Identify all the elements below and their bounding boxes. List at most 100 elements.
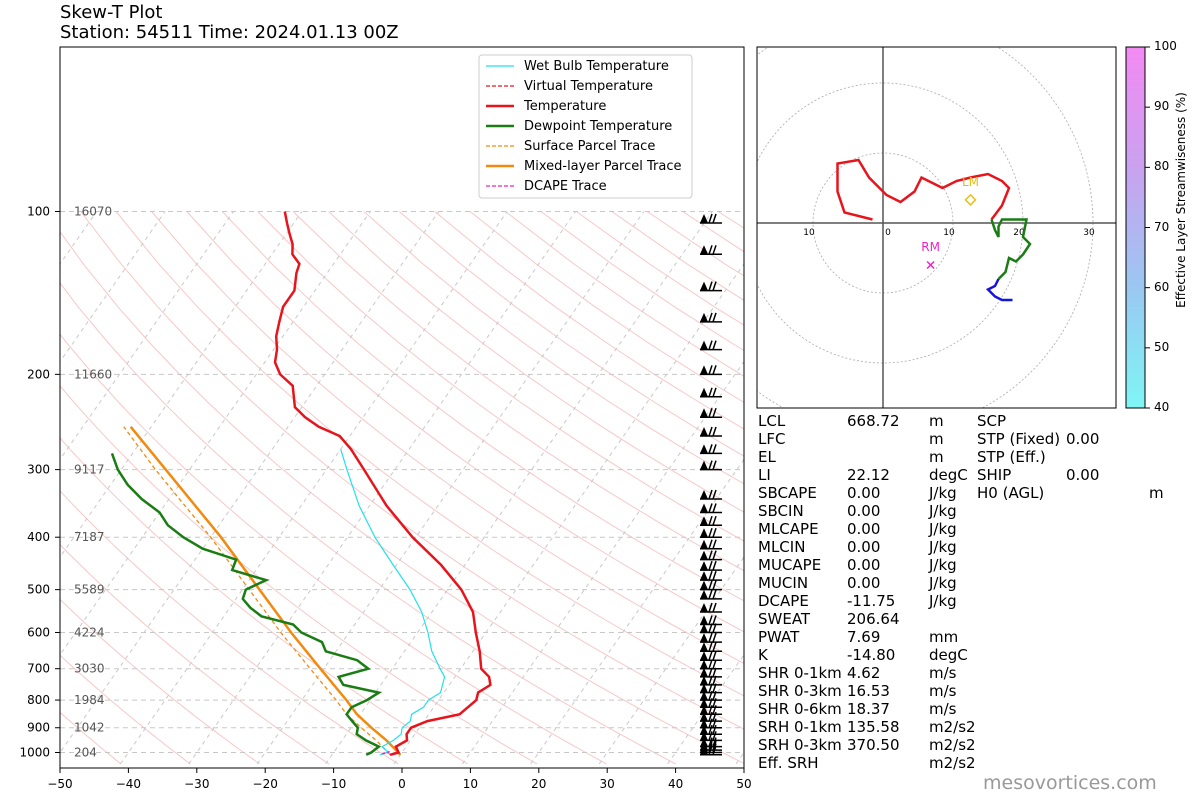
dry-adiabat — [60, 230, 744, 764]
x-tick-label: 30 — [600, 777, 615, 791]
param-name: SHR 0-6km — [758, 700, 842, 718]
isotherm — [598, 556, 744, 765]
param-value: 0.00 — [1066, 430, 1100, 448]
param-unit: degC — [929, 466, 968, 484]
param-value: 0.00 — [847, 538, 881, 556]
isotherm — [60, 211, 234, 461]
dewpoint-line — [110, 452, 383, 756]
param-unit: m — [929, 448, 944, 466]
skew-t-series — [110, 211, 492, 757]
wind-barb — [700, 312, 722, 323]
param-value: 22.12 — [847, 466, 890, 484]
rm-label: RM — [921, 240, 940, 254]
param-value: 0.00 — [847, 574, 881, 592]
wind-barb — [700, 426, 722, 437]
param-name: MUCAPE — [758, 556, 822, 574]
y-tick-label: 800 — [27, 693, 50, 707]
wind-barb — [700, 615, 722, 626]
colorbar-title: Effective Layer Streamwiseness (%) — [1174, 92, 1188, 308]
param-name: MUCIN — [758, 574, 809, 592]
isotherm — [256, 211, 645, 765]
dry-adiabat — [60, 437, 468, 765]
dry-adiabat — [60, 654, 191, 765]
param-unit: J/kg — [929, 556, 957, 574]
param-value: 668.72 — [847, 412, 900, 430]
wind-barb — [700, 698, 722, 709]
colorbar-tick-label: 70 — [1154, 219, 1170, 234]
isotherm — [60, 211, 371, 656]
temperature-line — [273, 211, 492, 757]
chart-subtitle: Station: 54511 Time: 2024.01.13 00Z — [60, 22, 399, 43]
y-tick-label: 700 — [27, 662, 50, 676]
x-tick-label: 40 — [668, 777, 683, 791]
wind-barb — [700, 642, 722, 653]
height-label: 9117 — [74, 463, 105, 477]
x-tick-label: −50 — [47, 777, 72, 791]
param-unit: m2/s2 — [929, 754, 976, 772]
y-tick-label: 400 — [27, 530, 50, 544]
dry-adiabat — [257, 211, 744, 572]
param-unit: m — [929, 430, 944, 448]
dry-adiabat — [186, 211, 744, 633]
dry-adiabat — [80, 211, 744, 730]
param-name: SRH 0-3km — [758, 736, 842, 754]
wind-barb — [700, 245, 722, 256]
lm-marker — [964, 193, 977, 206]
colorbar-tick-label: 80 — [1154, 159, 1170, 174]
isotherm — [119, 211, 508, 765]
wind-barb — [700, 560, 722, 571]
param-name: SBCIN — [758, 502, 804, 520]
height-label: 1984 — [74, 693, 105, 707]
colorbar-tick-label: 50 — [1154, 339, 1170, 354]
param-name: SHR 0-3km — [758, 682, 842, 700]
legend-entry: Wet Bulb Temperature — [524, 59, 669, 74]
height-label: 204 — [74, 746, 97, 760]
param-name: EL — [758, 448, 776, 466]
colorbar-tick-label: 40 — [1154, 400, 1170, 414]
param-name: STP (Fixed) — [977, 430, 1061, 448]
param-name: H0 (AGL) — [977, 484, 1045, 502]
isotherm — [0, 212, 28, 764]
wind-barb — [700, 460, 722, 471]
param-value: 7.69 — [847, 628, 881, 646]
wind-barb — [700, 580, 722, 591]
dry-adiabat — [363, 211, 744, 485]
dry-adiabat — [292, 211, 744, 542]
y-tick-label: 100 — [27, 205, 50, 219]
y-tick-label: 600 — [27, 625, 50, 639]
param-value: 370.50 — [847, 736, 900, 754]
y-tick-label: 900 — [27, 721, 50, 735]
dry-adiabat — [646, 211, 744, 277]
dry-adiabat — [60, 598, 260, 765]
param-unit: m/s — [929, 700, 957, 718]
dry-adiabat — [60, 385, 538, 765]
param-value: 4.62 — [847, 664, 881, 682]
legend-entry: Temperature — [523, 99, 606, 114]
isotherm — [667, 653, 744, 765]
height-label: 4224 — [74, 625, 105, 639]
legend-entry: Surface Parcel Trace — [524, 139, 655, 154]
param-name: LCL — [758, 412, 786, 430]
wet-bulb-line — [340, 449, 446, 756]
dry-adiabat — [151, 211, 744, 664]
param-value: 16.53 — [847, 682, 890, 700]
x-tick-label: 20 — [531, 777, 546, 791]
isotherm — [393, 263, 744, 765]
param-unit: J/kg — [929, 520, 957, 538]
height-label: 1042 — [74, 721, 105, 735]
wind-barb — [700, 340, 722, 351]
hodograph-ring-label: 30 — [1083, 228, 1095, 238]
wind-barb — [700, 387, 722, 398]
wind-barb — [700, 650, 722, 661]
wind-barb — [700, 281, 722, 292]
param-unit: J/kg — [929, 502, 957, 520]
param-unit: degC — [929, 646, 968, 664]
param-value: -11.75 — [847, 592, 896, 610]
wind-barb — [700, 489, 722, 500]
y-tick-label: 1000 — [19, 746, 50, 760]
wind-barb — [700, 570, 722, 581]
wind-barb — [700, 737, 722, 748]
dry-adiabat — [60, 490, 399, 765]
hodograph-ring-label: 10 — [803, 228, 815, 238]
